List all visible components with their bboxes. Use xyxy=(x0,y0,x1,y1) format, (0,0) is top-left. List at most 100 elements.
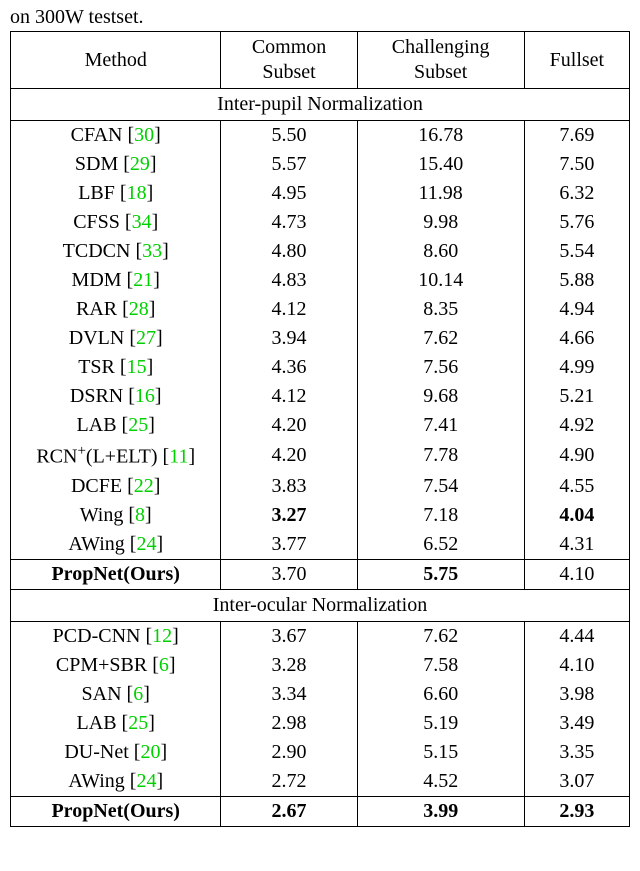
col-common: Common Subset xyxy=(221,32,357,89)
val-common: 3.34 xyxy=(221,680,357,709)
table-row: MDM [21]4.8310.145.88 xyxy=(11,266,630,295)
val-fullset: 5.21 xyxy=(524,382,629,411)
val-fullset: 4.66 xyxy=(524,324,629,353)
table-row: SAN [6]3.346.603.98 xyxy=(11,680,630,709)
val-challenging: 9.98 xyxy=(357,208,524,237)
val-fullset: 4.99 xyxy=(524,353,629,382)
val-challenging: 6.52 xyxy=(357,530,524,560)
method-name: CPM+SBR [6] xyxy=(11,651,221,680)
table-row: PCD-CNN [12]3.677.624.44 xyxy=(11,621,630,651)
val-fullset: 2.93 xyxy=(524,796,629,826)
rows-interpupil: CFAN [30]5.5016.787.69SDM [29]5.5715.407… xyxy=(11,121,630,560)
method-name: PCD-CNN [12] xyxy=(11,621,221,651)
table-row: RCN+(L+ELT) [11]4.207.784.90 xyxy=(11,440,630,472)
table-row: LAB [25]4.207.414.92 xyxy=(11,411,630,440)
val-challenging: 8.35 xyxy=(357,295,524,324)
table-row: DSRN [16]4.129.685.21 xyxy=(11,382,630,411)
method-name: DVLN [27] xyxy=(11,324,221,353)
val-fullset: 3.35 xyxy=(524,738,629,767)
table-row: Wing [8]3.277.184.04 xyxy=(11,501,630,530)
table-row: CPM+SBR [6]3.287.584.10 xyxy=(11,651,630,680)
method-name: RCN+(L+ELT) [11] xyxy=(11,440,221,472)
val-challenging: 8.60 xyxy=(357,237,524,266)
val-common: 2.72 xyxy=(221,767,357,797)
method-name: PropNet(Ours) xyxy=(11,796,221,826)
val-challenging: 6.60 xyxy=(357,680,524,709)
val-fullset: 4.44 xyxy=(524,621,629,651)
val-challenging: 7.62 xyxy=(357,621,524,651)
val-common: 2.98 xyxy=(221,709,357,738)
col-fullset: Fullset xyxy=(524,32,629,89)
method-name: CFAN [30] xyxy=(11,121,221,151)
results-table: Method Common Subset Challenging Subset … xyxy=(10,31,630,827)
method-name: CFSS [34] xyxy=(11,208,221,237)
val-common: 3.83 xyxy=(221,472,357,501)
val-fullset: 4.04 xyxy=(524,501,629,530)
table-row: DVLN [27]3.947.624.66 xyxy=(11,324,630,353)
col-challenging: Challenging Subset xyxy=(357,32,524,89)
val-common: 3.67 xyxy=(221,621,357,651)
val-common: 3.94 xyxy=(221,324,357,353)
val-fullset: 5.76 xyxy=(524,208,629,237)
val-challenging: 7.54 xyxy=(357,472,524,501)
table-row: TCDCN [33]4.808.605.54 xyxy=(11,237,630,266)
val-common: 3.28 xyxy=(221,651,357,680)
val-common: 5.57 xyxy=(221,150,357,179)
val-fullset: 3.07 xyxy=(524,767,629,797)
val-challenging: 7.41 xyxy=(357,411,524,440)
val-challenging: 4.52 xyxy=(357,767,524,797)
val-fullset: 5.88 xyxy=(524,266,629,295)
val-challenging: 5.75 xyxy=(357,559,524,589)
val-common: 2.67 xyxy=(221,796,357,826)
method-name: DCFE [22] xyxy=(11,472,221,501)
table-row: TSR [15]4.367.564.99 xyxy=(11,353,630,382)
table-row: LBF [18]4.9511.986.32 xyxy=(11,179,630,208)
val-common: 4.80 xyxy=(221,237,357,266)
val-challenging: 3.99 xyxy=(357,796,524,826)
method-name: MDM [21] xyxy=(11,266,221,295)
ours-interocular: PropNet(Ours) 2.67 3.99 2.93 xyxy=(11,796,630,826)
val-common: 3.70 xyxy=(221,559,357,589)
val-common: 4.12 xyxy=(221,295,357,324)
val-common: 4.73 xyxy=(221,208,357,237)
val-fullset: 4.90 xyxy=(524,440,629,472)
col-challenging-l1: Challenging xyxy=(392,36,490,58)
val-fullset: 3.49 xyxy=(524,709,629,738)
section-label: Inter-ocular Normalization xyxy=(11,589,630,621)
method-name: SDM [29] xyxy=(11,150,221,179)
val-challenging: 15.40 xyxy=(357,150,524,179)
val-fullset: 3.98 xyxy=(524,680,629,709)
val-challenging: 5.19 xyxy=(357,709,524,738)
method-name: AWing [24] xyxy=(11,530,221,560)
col-challenging-l2: Subset xyxy=(414,61,467,83)
method-name: DSRN [16] xyxy=(11,382,221,411)
val-fullset: 7.50 xyxy=(524,150,629,179)
val-common: 3.77 xyxy=(221,530,357,560)
val-challenging: 11.98 xyxy=(357,179,524,208)
method-name: LAB [25] xyxy=(11,411,221,440)
col-common-l2: Subset xyxy=(262,61,315,83)
val-challenging: 9.68 xyxy=(357,382,524,411)
val-common: 4.12 xyxy=(221,382,357,411)
val-challenging: 16.78 xyxy=(357,121,524,151)
table-row: AWing [24]3.776.524.31 xyxy=(11,530,630,560)
section-label: Inter-pupil Normalization xyxy=(11,89,630,121)
val-fullset: 4.10 xyxy=(524,651,629,680)
method-name: LAB [25] xyxy=(11,709,221,738)
col-common-l1: Common xyxy=(252,36,326,58)
val-challenging: 7.18 xyxy=(357,501,524,530)
table-row: DCFE [22]3.837.544.55 xyxy=(11,472,630,501)
val-common: 3.27 xyxy=(221,501,357,530)
rows-interocular: PCD-CNN [12]3.677.624.44CPM+SBR [6]3.287… xyxy=(11,621,630,796)
val-common: 4.83 xyxy=(221,266,357,295)
val-fullset: 6.32 xyxy=(524,179,629,208)
val-fullset: 4.10 xyxy=(524,559,629,589)
val-challenging: 10.14 xyxy=(357,266,524,295)
table-row: CFSS [34]4.739.985.76 xyxy=(11,208,630,237)
table-row: CFAN [30]5.5016.787.69 xyxy=(11,121,630,151)
table-row: AWing [24]2.724.523.07 xyxy=(11,767,630,797)
method-name: AWing [24] xyxy=(11,767,221,797)
val-fullset: 4.55 xyxy=(524,472,629,501)
val-common: 4.95 xyxy=(221,179,357,208)
val-fullset: 7.69 xyxy=(524,121,629,151)
